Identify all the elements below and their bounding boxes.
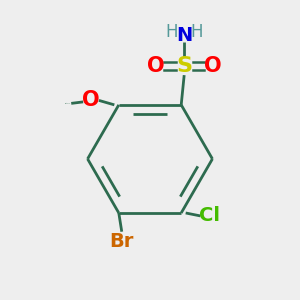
Text: O: O bbox=[147, 56, 165, 76]
Text: methoxy: methoxy bbox=[65, 103, 71, 104]
Text: S: S bbox=[176, 56, 192, 76]
Text: Cl: Cl bbox=[199, 206, 220, 225]
Text: O: O bbox=[204, 56, 221, 76]
Text: Br: Br bbox=[110, 232, 134, 251]
Text: H: H bbox=[165, 23, 178, 41]
Text: O: O bbox=[82, 90, 99, 110]
Text: H: H bbox=[190, 23, 203, 41]
Text: N: N bbox=[176, 26, 192, 44]
